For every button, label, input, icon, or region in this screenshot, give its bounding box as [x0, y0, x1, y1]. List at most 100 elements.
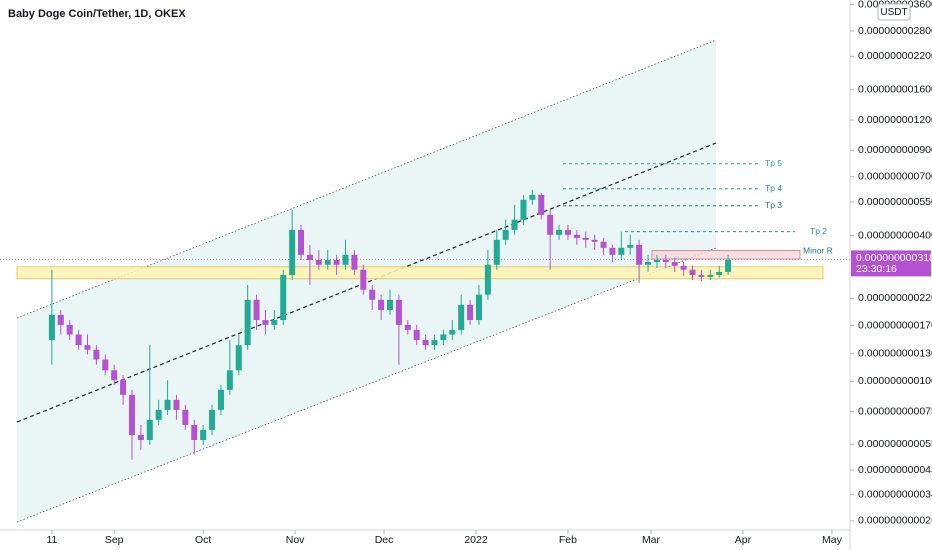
x-tick-label: Apr	[735, 534, 752, 546]
candle-body	[556, 229, 563, 235]
candle-body	[306, 254, 313, 260]
candle-body	[538, 194, 545, 215]
candle-body	[333, 259, 340, 265]
candle-body	[431, 340, 438, 346]
chart-title: Baby Doge Coin/Tether, 1D, OKEX	[8, 8, 186, 20]
candles	[48, 189, 732, 460]
candle-body	[75, 334, 82, 346]
overlay: Minor R Tp 5 Tp 4 Tp 3 Tp 2	[0, 158, 850, 260]
candle-body	[520, 199, 527, 220]
x-tick-label: Oct	[195, 534, 211, 546]
y-tick-label: 0.0000000001700	[858, 319, 932, 331]
candle-body	[395, 299, 402, 325]
candle-body	[217, 389, 224, 410]
candle-body	[564, 229, 571, 235]
candle-body	[315, 259, 322, 265]
channel-fill	[17, 40, 716, 522]
y-tick-label: 0.0000000000750	[858, 405, 932, 417]
y-tick-label: 0.0000000012000	[858, 114, 932, 126]
candle-body	[600, 241, 607, 248]
target-label: Tp 3	[765, 200, 782, 210]
candle-body	[653, 259, 660, 263]
y-tick-label: 0.0000000000430	[858, 464, 932, 476]
candle-body	[369, 289, 376, 300]
target-label: Tp 5	[765, 158, 782, 168]
candle-body	[191, 424, 198, 441]
currency-box	[877, 3, 911, 21]
candle-body	[502, 229, 509, 240]
candle-body	[529, 194, 536, 200]
candle-body	[342, 254, 349, 265]
currency-label: USDT	[880, 7, 907, 18]
y-tick-label: 0.0000000001000	[858, 375, 932, 387]
candle-body	[387, 299, 394, 311]
candle-body	[404, 324, 411, 330]
candle-body	[146, 419, 153, 441]
y-tick-label: 0.0000000009000	[858, 144, 932, 156]
candle-body	[484, 264, 491, 295]
candle-body	[226, 370, 233, 390]
candle-body	[645, 262, 652, 265]
minor-r-label: Minor R	[803, 246, 833, 256]
candle-body	[244, 299, 251, 346]
x-tick-label: 2022	[464, 534, 488, 546]
candle-body	[716, 271, 723, 275]
candle-body	[618, 247, 625, 255]
candle-body	[253, 299, 260, 321]
candle-body	[707, 274, 714, 277]
candle-body	[200, 429, 207, 441]
y-tick-label: 0.0000000001300	[858, 347, 932, 359]
candle-body	[271, 320, 278, 325]
candle-body	[636, 244, 643, 265]
y-tick-label: 0.0000000000550	[858, 438, 932, 450]
candle-body	[449, 329, 456, 335]
last-price-box	[851, 250, 931, 277]
candle-body	[627, 244, 634, 248]
target-label: Tp 4	[765, 183, 782, 193]
candle-body	[609, 247, 616, 255]
candle-body	[262, 320, 269, 325]
candle-body	[164, 399, 171, 410]
x-tick-label: May	[822, 534, 843, 546]
candle-body	[120, 380, 127, 395]
x-tick-label: 11	[46, 534, 57, 546]
y-tick-label: 0.0000000016000	[858, 84, 932, 96]
candle-body	[582, 237, 589, 240]
x-tick-label: Nov	[286, 534, 305, 546]
candle-body	[48, 314, 55, 341]
candle-body	[324, 259, 331, 265]
candle-body	[725, 259, 732, 272]
candle-body	[182, 409, 189, 425]
candle-body	[155, 409, 162, 420]
y-tick-label: 0.0000000002200	[858, 292, 932, 304]
candle-body	[591, 239, 598, 242]
candle-body	[689, 269, 696, 275]
candle-body	[422, 340, 429, 346]
candle-body	[511, 219, 518, 230]
candle-body	[671, 262, 678, 266]
candle-body	[128, 394, 135, 435]
candle-body	[280, 274, 287, 321]
y-tick-label: 0.0000000000265	[858, 515, 932, 527]
candle-body	[351, 254, 358, 270]
candle-body	[680, 265, 687, 270]
support-zone	[16, 266, 824, 280]
candle-body	[475, 294, 482, 321]
y-tick-label: 0.0000000005500	[858, 196, 932, 208]
countdown-label: 23:30:16	[856, 263, 897, 275]
candle-body	[93, 349, 100, 360]
y-tick-label: 0.0000000004000	[858, 229, 932, 241]
channel-upper	[16, 39, 717, 319]
candle-body	[467, 304, 474, 321]
candle-body	[57, 314, 64, 325]
candle-body	[360, 269, 367, 290]
y-tick-label: 0.0000000007000	[858, 171, 932, 183]
candle-body	[440, 334, 447, 341]
candle-body	[173, 399, 180, 410]
candle-body	[413, 329, 420, 341]
candle-body	[662, 259, 669, 263]
candle-body	[573, 234, 580, 238]
candle-body	[458, 304, 465, 330]
candle-body	[289, 229, 296, 275]
